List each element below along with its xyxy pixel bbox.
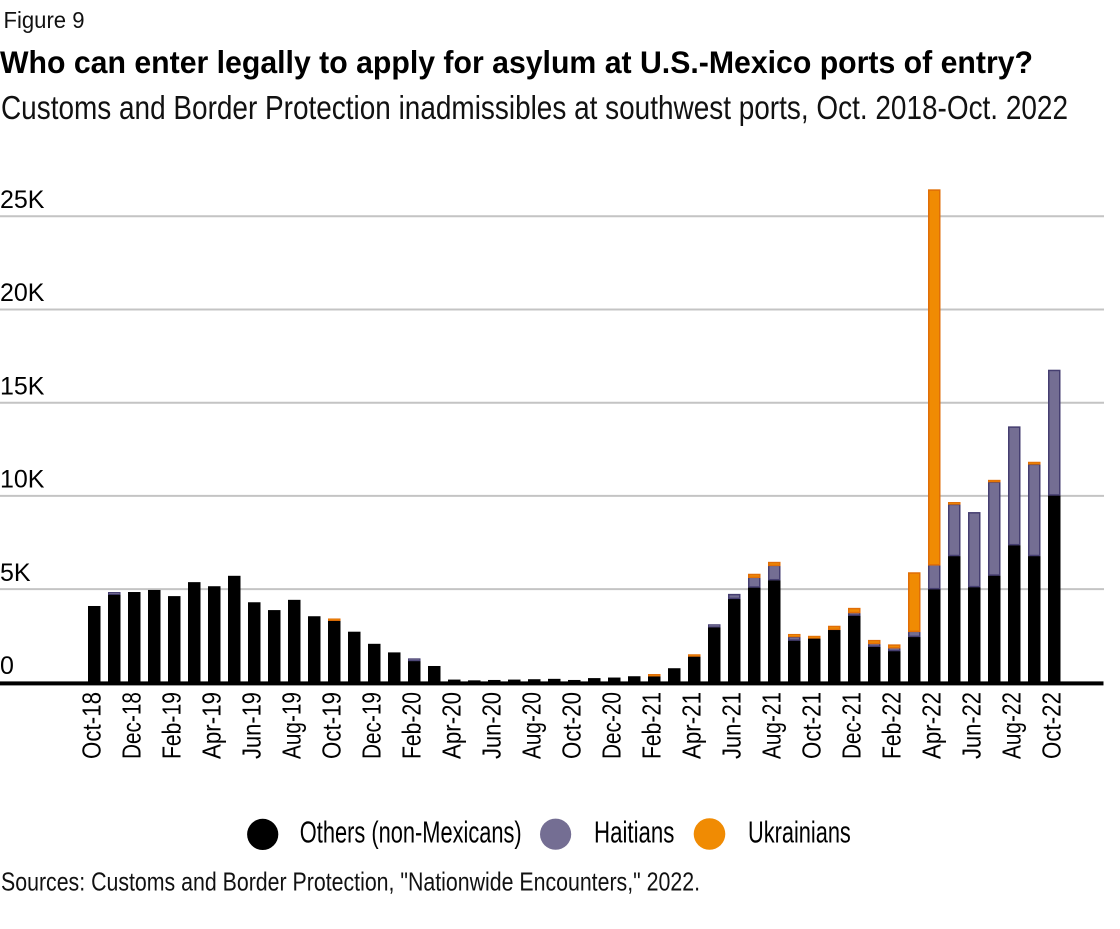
svg-text:Feb-19: Feb-19: [156, 692, 186, 759]
svg-text:Ukrainians: Ukrainians: [748, 814, 851, 849]
svg-text:Figure 9: Figure 9: [4, 7, 85, 33]
svg-text:Customs and Border Protection: Customs and Border Protection inadmissib…: [1, 89, 1068, 126]
svg-text:Jun-19: Jun-19: [236, 692, 266, 759]
svg-text:Oct-20: Oct-20: [556, 692, 586, 759]
svg-text:Oct-19: Oct-19: [316, 692, 346, 759]
svg-text:15K: 15K: [0, 372, 45, 400]
svg-text:20K: 20K: [0, 279, 45, 307]
svg-text:Apr-20: Apr-20: [436, 692, 466, 759]
svg-text:10K: 10K: [0, 466, 45, 494]
svg-text:Dec-19: Dec-19: [356, 692, 386, 759]
svg-text:Feb-22: Feb-22: [876, 692, 906, 759]
svg-text:Aug-21: Aug-21: [756, 692, 786, 759]
svg-text:Jun-20: Jun-20: [476, 692, 506, 759]
svg-text:Others (non-Mexicans): Others (non-Mexicans): [300, 814, 522, 849]
svg-text:Aug-19: Aug-19: [276, 692, 306, 759]
svg-text:Sources: Customs and Border Pr: Sources: Customs and Border Protection, …: [1, 866, 700, 896]
svg-text:Dec-18: Dec-18: [116, 692, 146, 759]
svg-text:0: 0: [0, 652, 14, 680]
svg-text:Oct-21: Oct-21: [796, 692, 826, 759]
svg-text:Dec-20: Dec-20: [596, 692, 626, 759]
svg-text:Jun-21: Jun-21: [716, 692, 746, 759]
svg-text:Feb-20: Feb-20: [396, 692, 426, 759]
svg-text:25K: 25K: [0, 186, 45, 214]
svg-text:Oct-22: Oct-22: [1036, 692, 1066, 759]
svg-text:Apr-19: Apr-19: [196, 692, 226, 759]
svg-text:Apr-22: Apr-22: [916, 692, 946, 759]
svg-text:Apr-21: Apr-21: [676, 692, 706, 759]
svg-text:Aug-22: Aug-22: [996, 692, 1026, 759]
svg-text:Aug-20: Aug-20: [516, 692, 546, 759]
svg-text:Dec-21: Dec-21: [836, 692, 866, 759]
svg-text:5K: 5K: [0, 559, 31, 587]
svg-text:Feb-21: Feb-21: [636, 692, 666, 759]
svg-text:Oct-18: Oct-18: [76, 692, 106, 759]
svg-text:Jun-22: Jun-22: [956, 692, 986, 759]
svg-text:Haitians: Haitians: [594, 814, 674, 849]
svg-text:Who can enter legally to apply: Who can enter legally to apply for asylu…: [0, 44, 1033, 80]
